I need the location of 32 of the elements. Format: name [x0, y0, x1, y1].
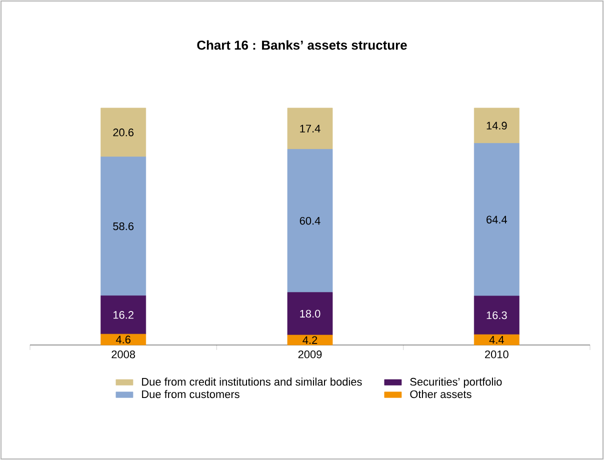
- bar: [100, 334, 146, 346]
- bar: [100, 108, 146, 158]
- data-label: 4.6: [116, 336, 130, 344]
- data-label: 20.6: [113, 128, 134, 136]
- legend-label: Due from credit institutions and similar bodies: [142, 378, 362, 386]
- data-label: 16.2: [114, 311, 134, 319]
- data-label: 64.4: [486, 216, 508, 224]
- bar: [474, 296, 520, 335]
- chart-title: Chart 16 : Banks’ assets structure: [197, 40, 407, 50]
- bar: [474, 143, 520, 296]
- bar: [287, 334, 333, 346]
- bar: [100, 296, 146, 334]
- legend-label: Other assets: [410, 390, 472, 398]
- x-tick-label: 2010: [485, 350, 508, 358]
- data-label: 4.2: [302, 336, 318, 344]
- data-label: 14.9: [486, 122, 507, 130]
- data-label: 17.4: [300, 124, 320, 132]
- data-label: 4.4: [489, 336, 504, 344]
- legend-label: Due from customers: [142, 390, 240, 398]
- x-tick-label: 2008: [112, 350, 136, 358]
- legend-label: Securities’ portfolio: [410, 378, 502, 388]
- bar: [100, 156, 146, 296]
- bar: [287, 108, 333, 150]
- bar: [474, 334, 520, 346]
- data-label: 60.4: [300, 216, 320, 225]
- bar: [474, 108, 520, 144]
- bar: [287, 292, 333, 336]
- data-label: 18.0: [300, 310, 320, 318]
- bar: [287, 149, 333, 293]
- data-label: 58.6: [113, 222, 134, 230]
- data-label: 16.3: [486, 311, 507, 320]
- x-tick-label: 2009: [298, 350, 322, 358]
